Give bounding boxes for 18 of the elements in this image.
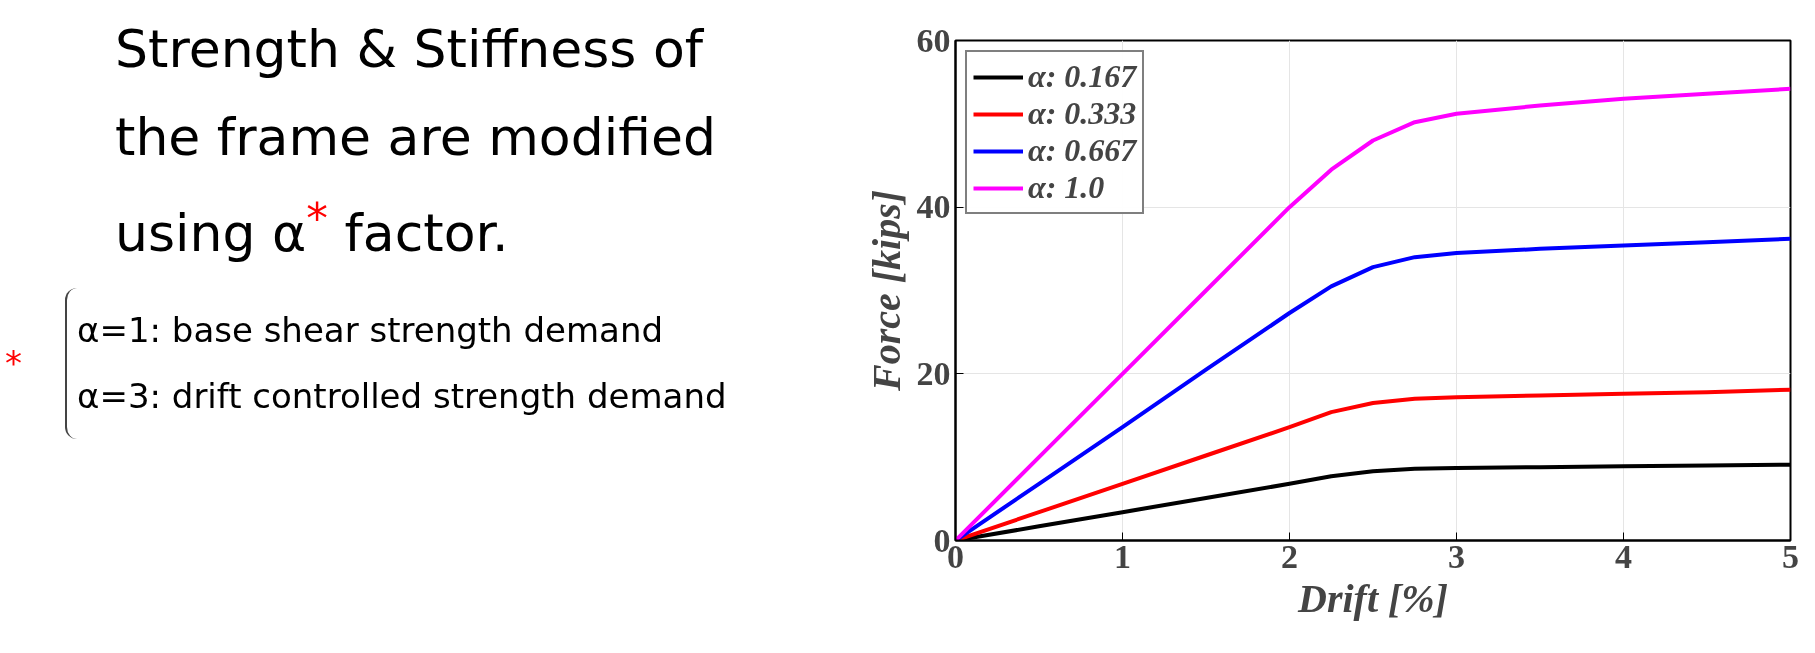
text: * [5, 341, 23, 385]
x-tick-label: 5 [1782, 537, 1799, 575]
y-tick-label: 40 [916, 188, 951, 226]
legend-label: α: 0.333 [1028, 95, 1137, 132]
x-tick-label: 1 [1114, 537, 1131, 575]
x-tick-label: 2 [1281, 537, 1298, 575]
legend-label: α: 1.0 [1028, 169, 1105, 206]
text: Strength & Stiffness of the frame are modified using α$^{*}$ factor. [115, 18, 717, 266]
legend-label: α: 0.667 [1028, 132, 1137, 169]
x-axis-title: Drift [%] [1297, 575, 1448, 621]
legend-label: α: 0.167 [1028, 58, 1137, 95]
y-tick-label: 20 [916, 354, 951, 392]
x-tick-label: 4 [1615, 537, 1632, 575]
y-tick-label: 60 [916, 21, 951, 59]
y-axis-title: Force [kips] [863, 189, 909, 393]
text: α=1: base shear strength demand [77, 308, 665, 352]
x-tick-label: 3 [1448, 537, 1465, 575]
text: α=3: drift controlled strength demand [77, 375, 727, 419]
